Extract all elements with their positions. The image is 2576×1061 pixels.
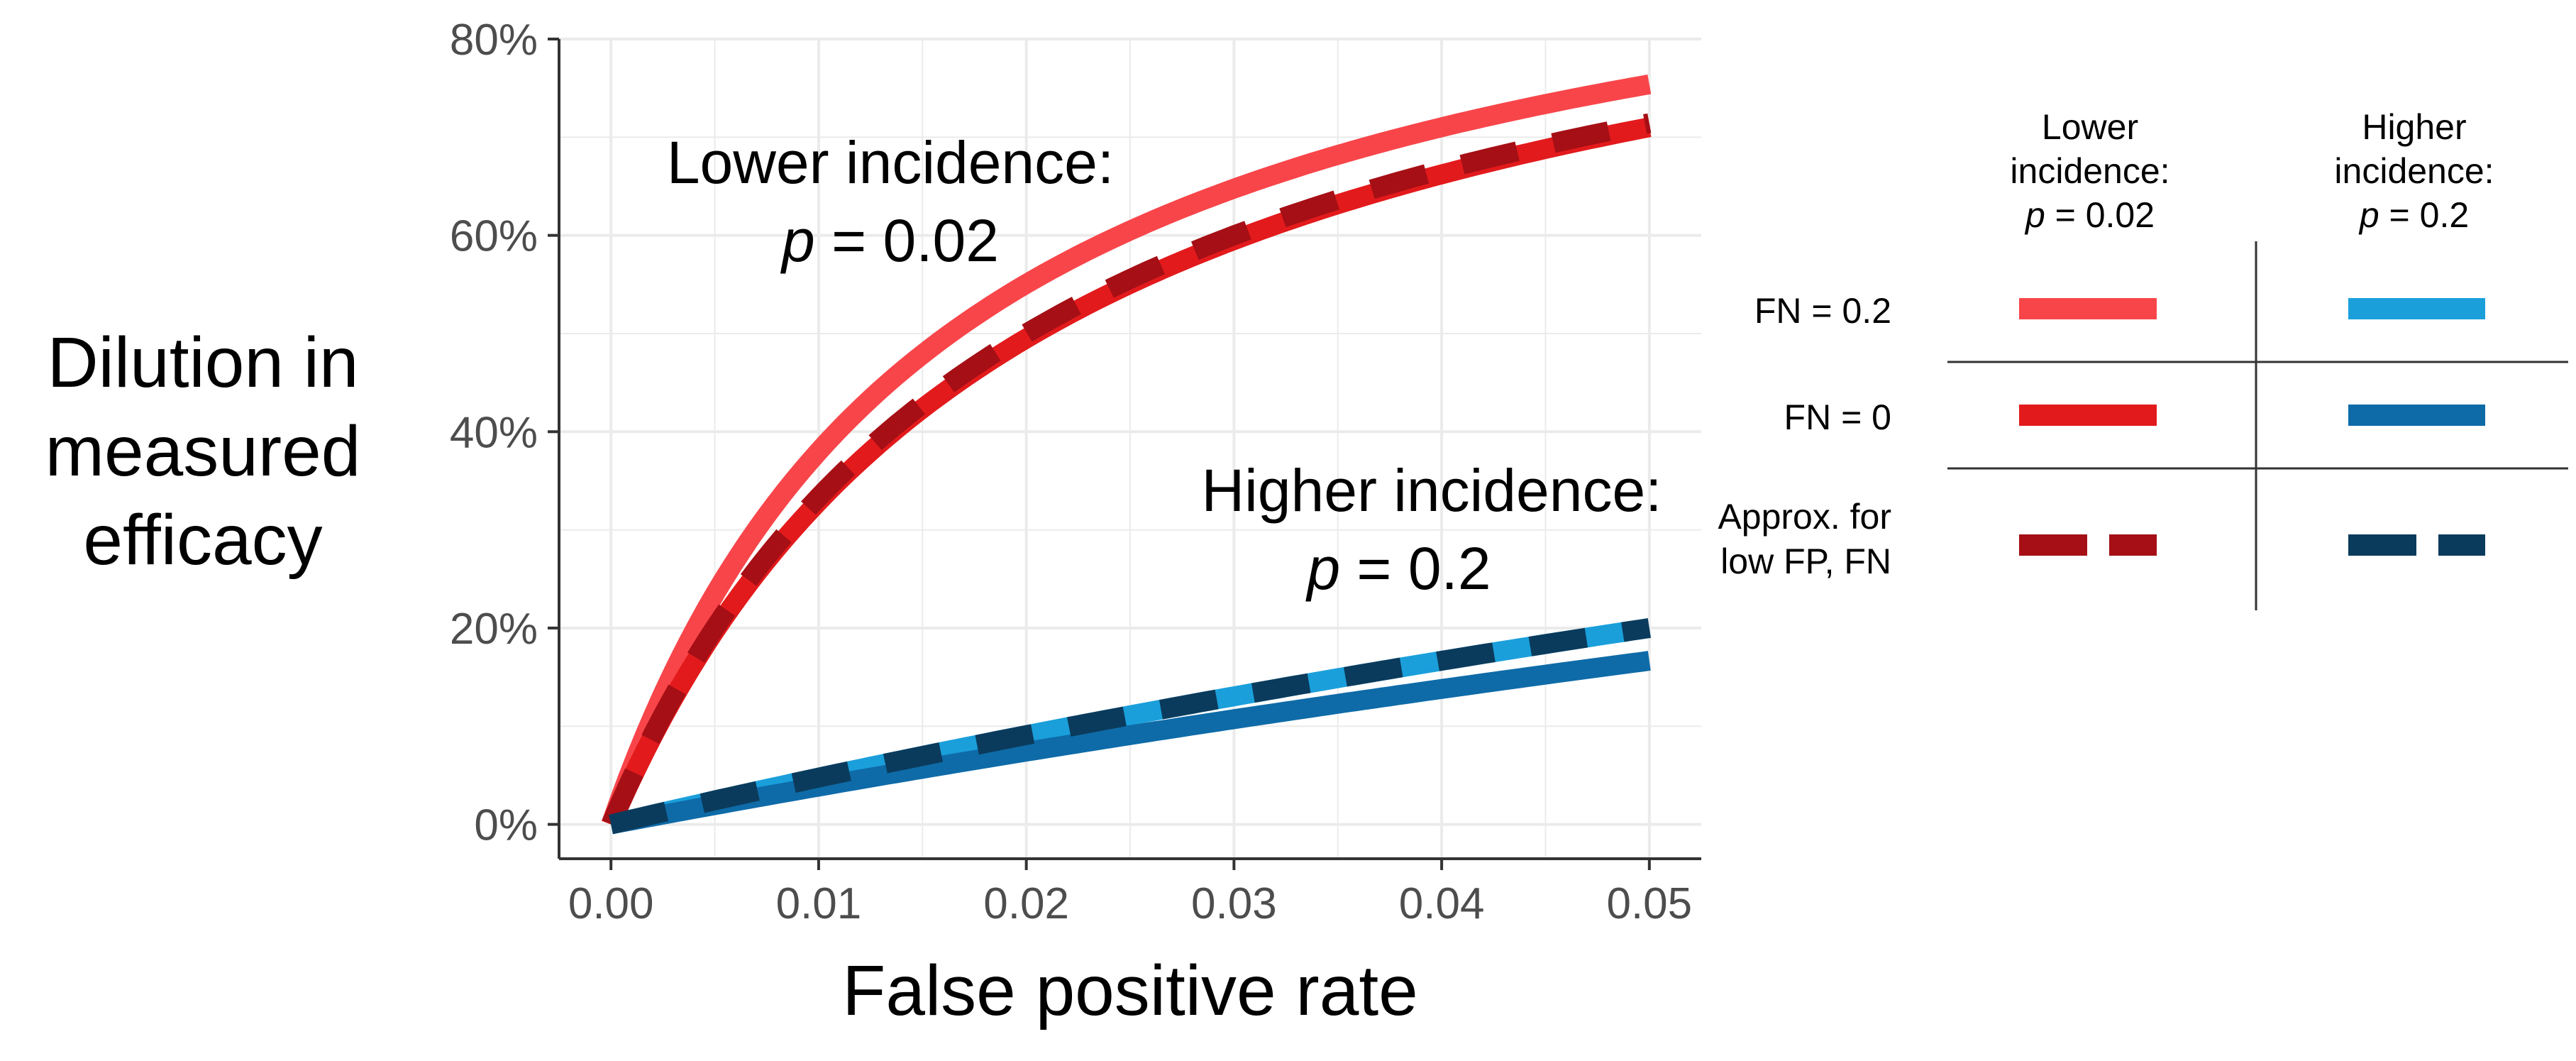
series-4-point xyxy=(1337,647,1339,649)
series-6-point xyxy=(818,786,819,788)
legend-header-lower-p-value: = 0.02 xyxy=(2045,195,2155,235)
x-tick-label: 0.02 xyxy=(983,879,1069,928)
x-tick-label: 0.01 xyxy=(776,879,862,928)
series-6-point xyxy=(1026,751,1027,752)
series-1-point xyxy=(1544,98,1546,99)
series-1-point xyxy=(818,448,819,449)
series-3-point xyxy=(714,627,716,629)
series-line-1 xyxy=(602,75,1652,828)
legend-header-lower-line-2: incidence: xyxy=(2010,151,2169,191)
series-1-point xyxy=(714,591,716,593)
x-tick-label: 0.05 xyxy=(1606,879,1692,928)
x-axis-title: False positive rate xyxy=(842,951,1417,1030)
series-2-point xyxy=(922,407,923,408)
series-4-point xyxy=(1129,691,1131,693)
legend-header-lower-line-3: p = 0.02 xyxy=(2024,195,2155,235)
series-6-point xyxy=(1129,735,1131,736)
series-line-5 xyxy=(609,651,1651,835)
series-1-point xyxy=(1337,150,1339,152)
series-4-point xyxy=(1233,669,1234,670)
series-line-3 xyxy=(602,113,1652,829)
y-tick-label: 0% xyxy=(474,801,538,850)
legend-row-label-fn-0-2: FN = 0.2 xyxy=(1754,291,1891,331)
series-3-point xyxy=(1233,235,1234,236)
series-3-point xyxy=(1026,333,1027,334)
series-2-point xyxy=(1026,336,1027,337)
series-6-point xyxy=(1649,660,1650,661)
x-tick-label: 0.03 xyxy=(1191,879,1277,928)
series-lines xyxy=(602,75,1652,835)
legend-header-higher-p-value: = 0.2 xyxy=(2379,195,2470,235)
grid-lines xyxy=(559,38,1701,859)
series-1-point xyxy=(1441,122,1442,123)
series-1-point xyxy=(1649,79,1650,80)
ticks: 0.00 0.01 0.02 0.03 0.04 0.05 0% 20% 40% 60% 80% xyxy=(450,16,1692,928)
series-3-point xyxy=(1544,144,1546,145)
y-axis-title-line-3: efficacy xyxy=(83,500,322,580)
series-3-point xyxy=(1441,169,1442,170)
series-3-point xyxy=(1649,123,1650,124)
annotation-higher-p-value: = 0.2 xyxy=(1340,535,1491,602)
legend-row-label-approx-line-1: Approx. for xyxy=(1718,497,1891,537)
y-tick-label: 20% xyxy=(450,605,538,654)
series-6-point xyxy=(922,768,923,769)
series-line-6 xyxy=(608,618,1651,835)
legend-header-lower-line-1: Lower xyxy=(2042,107,2138,147)
y-tick-label: 40% xyxy=(450,408,538,457)
series-6-point xyxy=(714,804,716,806)
y-tick-label: 80% xyxy=(450,16,538,65)
series-4-point xyxy=(1026,715,1027,716)
y-tick-label: 60% xyxy=(450,212,538,261)
legend-header-higher-line-3: p = 0.2 xyxy=(2358,195,2469,235)
series-6-point xyxy=(610,824,612,825)
annotation-lower-incidence-line-2: p = 0.02 xyxy=(780,207,999,274)
x-tick-label: 0.04 xyxy=(1399,879,1485,928)
series-2-point xyxy=(1544,143,1546,144)
series-4-point xyxy=(1649,590,1650,591)
series-6-point xyxy=(1441,688,1442,690)
series-5-point xyxy=(1337,676,1339,677)
series-6-point xyxy=(1544,674,1546,675)
series-5-point xyxy=(1233,695,1234,696)
series-6-point xyxy=(1337,703,1339,704)
series-6-point xyxy=(1233,719,1234,720)
series-1-point xyxy=(922,349,923,351)
annotation-higher-p-symbol: p xyxy=(1305,535,1340,602)
series-3-point xyxy=(818,497,819,498)
legend-header-higher-p-symbol: p xyxy=(2358,195,2379,235)
series-4-point xyxy=(922,740,923,741)
annotation-higher-incidence-line-2: p = 0.2 xyxy=(1305,535,1491,602)
series-3-point xyxy=(1337,199,1339,201)
y-axis-title-line-2: measured xyxy=(45,412,361,491)
annotation-higher-incidence-line-1: Higher incidence: xyxy=(1201,457,1662,524)
y-axis-title-line-1: Dilution in xyxy=(47,323,358,402)
series-1-point xyxy=(1026,280,1027,281)
series-3-point xyxy=(1129,278,1131,280)
annotation-lower-p-value: = 0.02 xyxy=(815,207,999,274)
legend: Lower incidence: p = 0.02 Higher inciden… xyxy=(1718,107,2568,610)
legend-row-label-fn-0: FN = 0 xyxy=(1784,397,1891,437)
series-4-point xyxy=(1441,627,1442,629)
axes xyxy=(558,39,1701,860)
series-1-point xyxy=(1233,185,1234,186)
series-3-point xyxy=(922,402,923,404)
legend-row-label-approx-line-2: low FP, FN xyxy=(1720,542,1891,581)
annotation-lower-incidence-line-1: Lower incidence: xyxy=(667,129,1114,196)
legend-header-lower-p-symbol: p xyxy=(2024,195,2045,235)
series-4-point xyxy=(818,766,819,767)
legend-header-higher-line-1: Higher xyxy=(2362,107,2466,147)
series-1-point xyxy=(1129,226,1131,227)
series-4-point xyxy=(1544,608,1546,609)
legend-header-higher-line-2: incidence: xyxy=(2334,151,2494,191)
x-tick-label: 0.00 xyxy=(568,879,654,928)
annotation-lower-p-symbol: p xyxy=(780,207,815,274)
series-5-point xyxy=(1129,714,1131,715)
